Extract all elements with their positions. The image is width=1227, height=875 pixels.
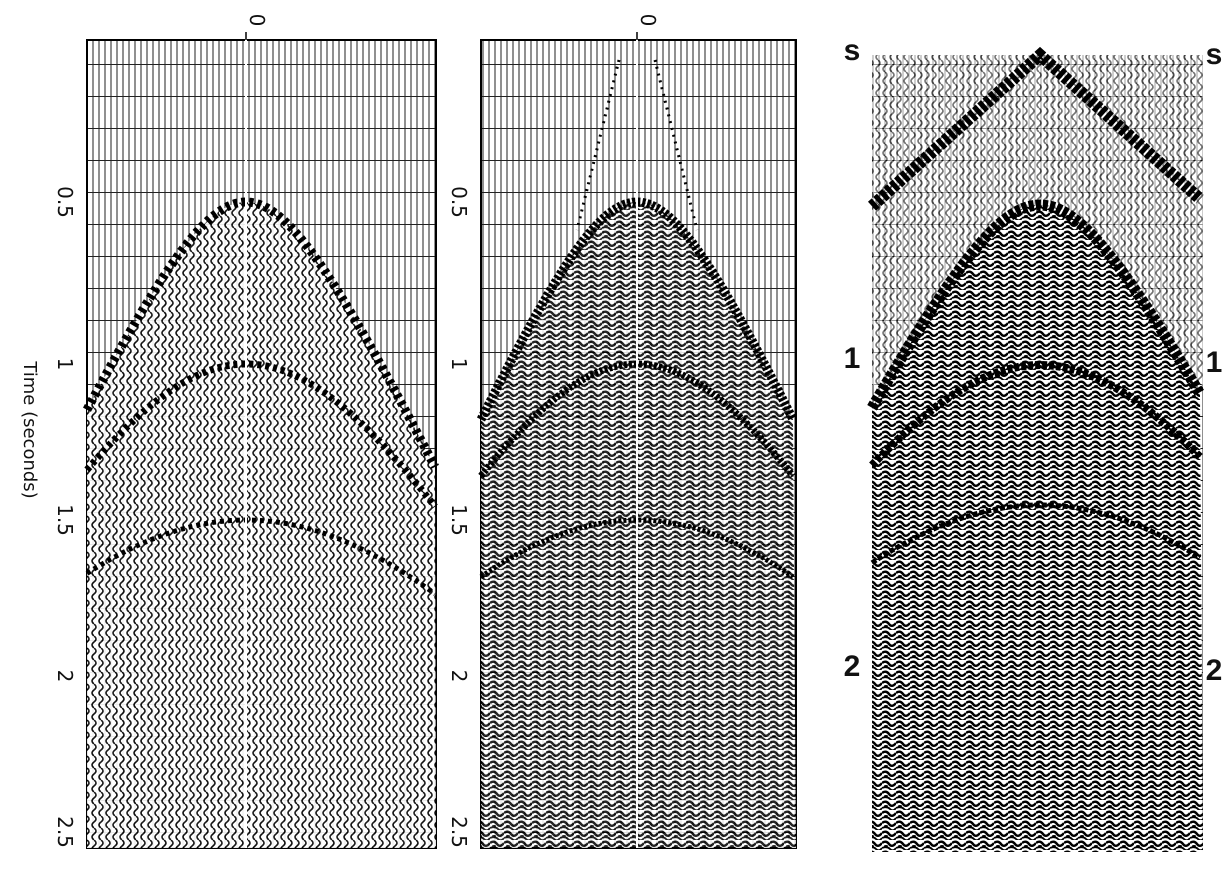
right-label: 1 [1206,346,1223,379]
right-label: 2 [1206,654,1223,687]
reflection [870,502,1202,565]
time-label: 2.5 [53,816,77,848]
panel-1: 0 0.5 1 1.5 2 2.5 Time (seconds) [19,14,439,849]
reflection [867,46,1205,211]
left-label: s [844,34,861,67]
time-label: 0.5 [53,186,77,218]
reflection [85,517,437,596]
reflection [84,360,438,509]
time-label: 1 [447,358,471,371]
time-label: 2 [53,670,77,683]
time-label: 0.5 [447,186,471,218]
time-label: 2.5 [447,816,471,848]
time-label: 1 [53,358,77,371]
noise-region [87,202,436,848]
time-label: 2 [447,670,471,683]
time-label: 1.5 [447,504,471,536]
top-label: 0 [245,14,269,27]
top-label: 0 [636,14,660,27]
axis-label: Time (seconds) [19,360,40,498]
noise-region [872,205,1203,852]
reflection [869,360,1203,469]
panel-3: s 1 2 s 1 2 [844,34,1223,852]
right-label: s [1206,38,1223,71]
noise-region [481,202,796,848]
left-label: 2 [844,650,861,683]
left-label: 1 [844,342,861,375]
panel-2: 0 0.5 1 1.5 2 2.5 [447,14,798,849]
reflection [476,197,798,422]
reflection [867,199,1205,411]
time-label: 1.5 [53,504,77,536]
reflection [479,517,795,579]
direct-wave [575,59,621,231]
direct-wave [653,59,699,231]
